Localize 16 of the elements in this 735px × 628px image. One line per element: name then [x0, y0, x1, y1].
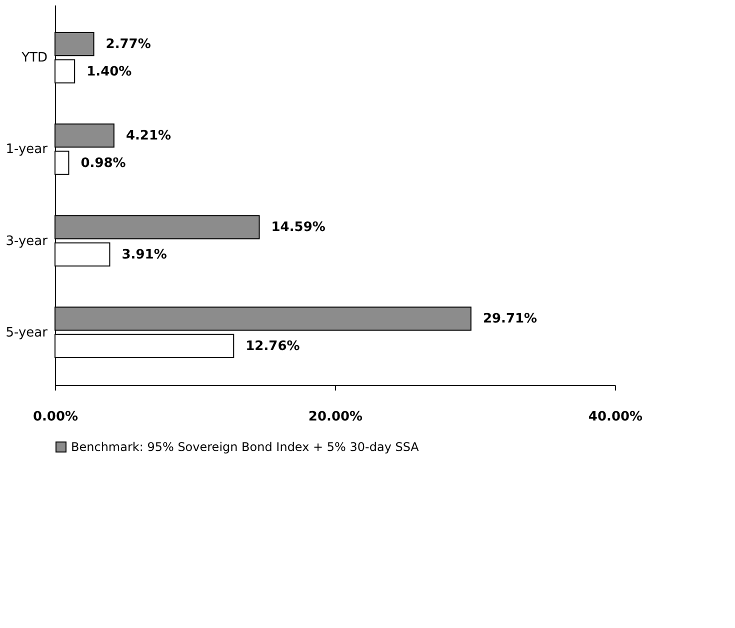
data-label: 12.76% [246, 338, 300, 354]
data-label: 0.98% [80, 156, 126, 171]
y-tick-label: 1-year [6, 142, 48, 158]
y-tick-label: 3-year [6, 234, 48, 249]
data-label: 29.71% [482, 312, 538, 327]
data-label: 2.77% [106, 37, 151, 52]
legend-label: Benchmark: 95% Sovereign Bond Index + 5% 30-day SSA [71, 440, 420, 454]
y-tick-label: YTD [20, 50, 48, 66]
y-tick-label: 5-year [6, 325, 48, 340]
x-tick-label: 40.00% [588, 410, 643, 424]
data-label: 3.91% [122, 247, 167, 262]
data-label: 1.40% [86, 64, 132, 80]
x-tick-label: 0.00% [32, 410, 78, 424]
x-tick-label: 20.00% [308, 410, 363, 424]
data-label: 14.59% [271, 220, 326, 236]
data-label: 4.21% [126, 128, 172, 144]
